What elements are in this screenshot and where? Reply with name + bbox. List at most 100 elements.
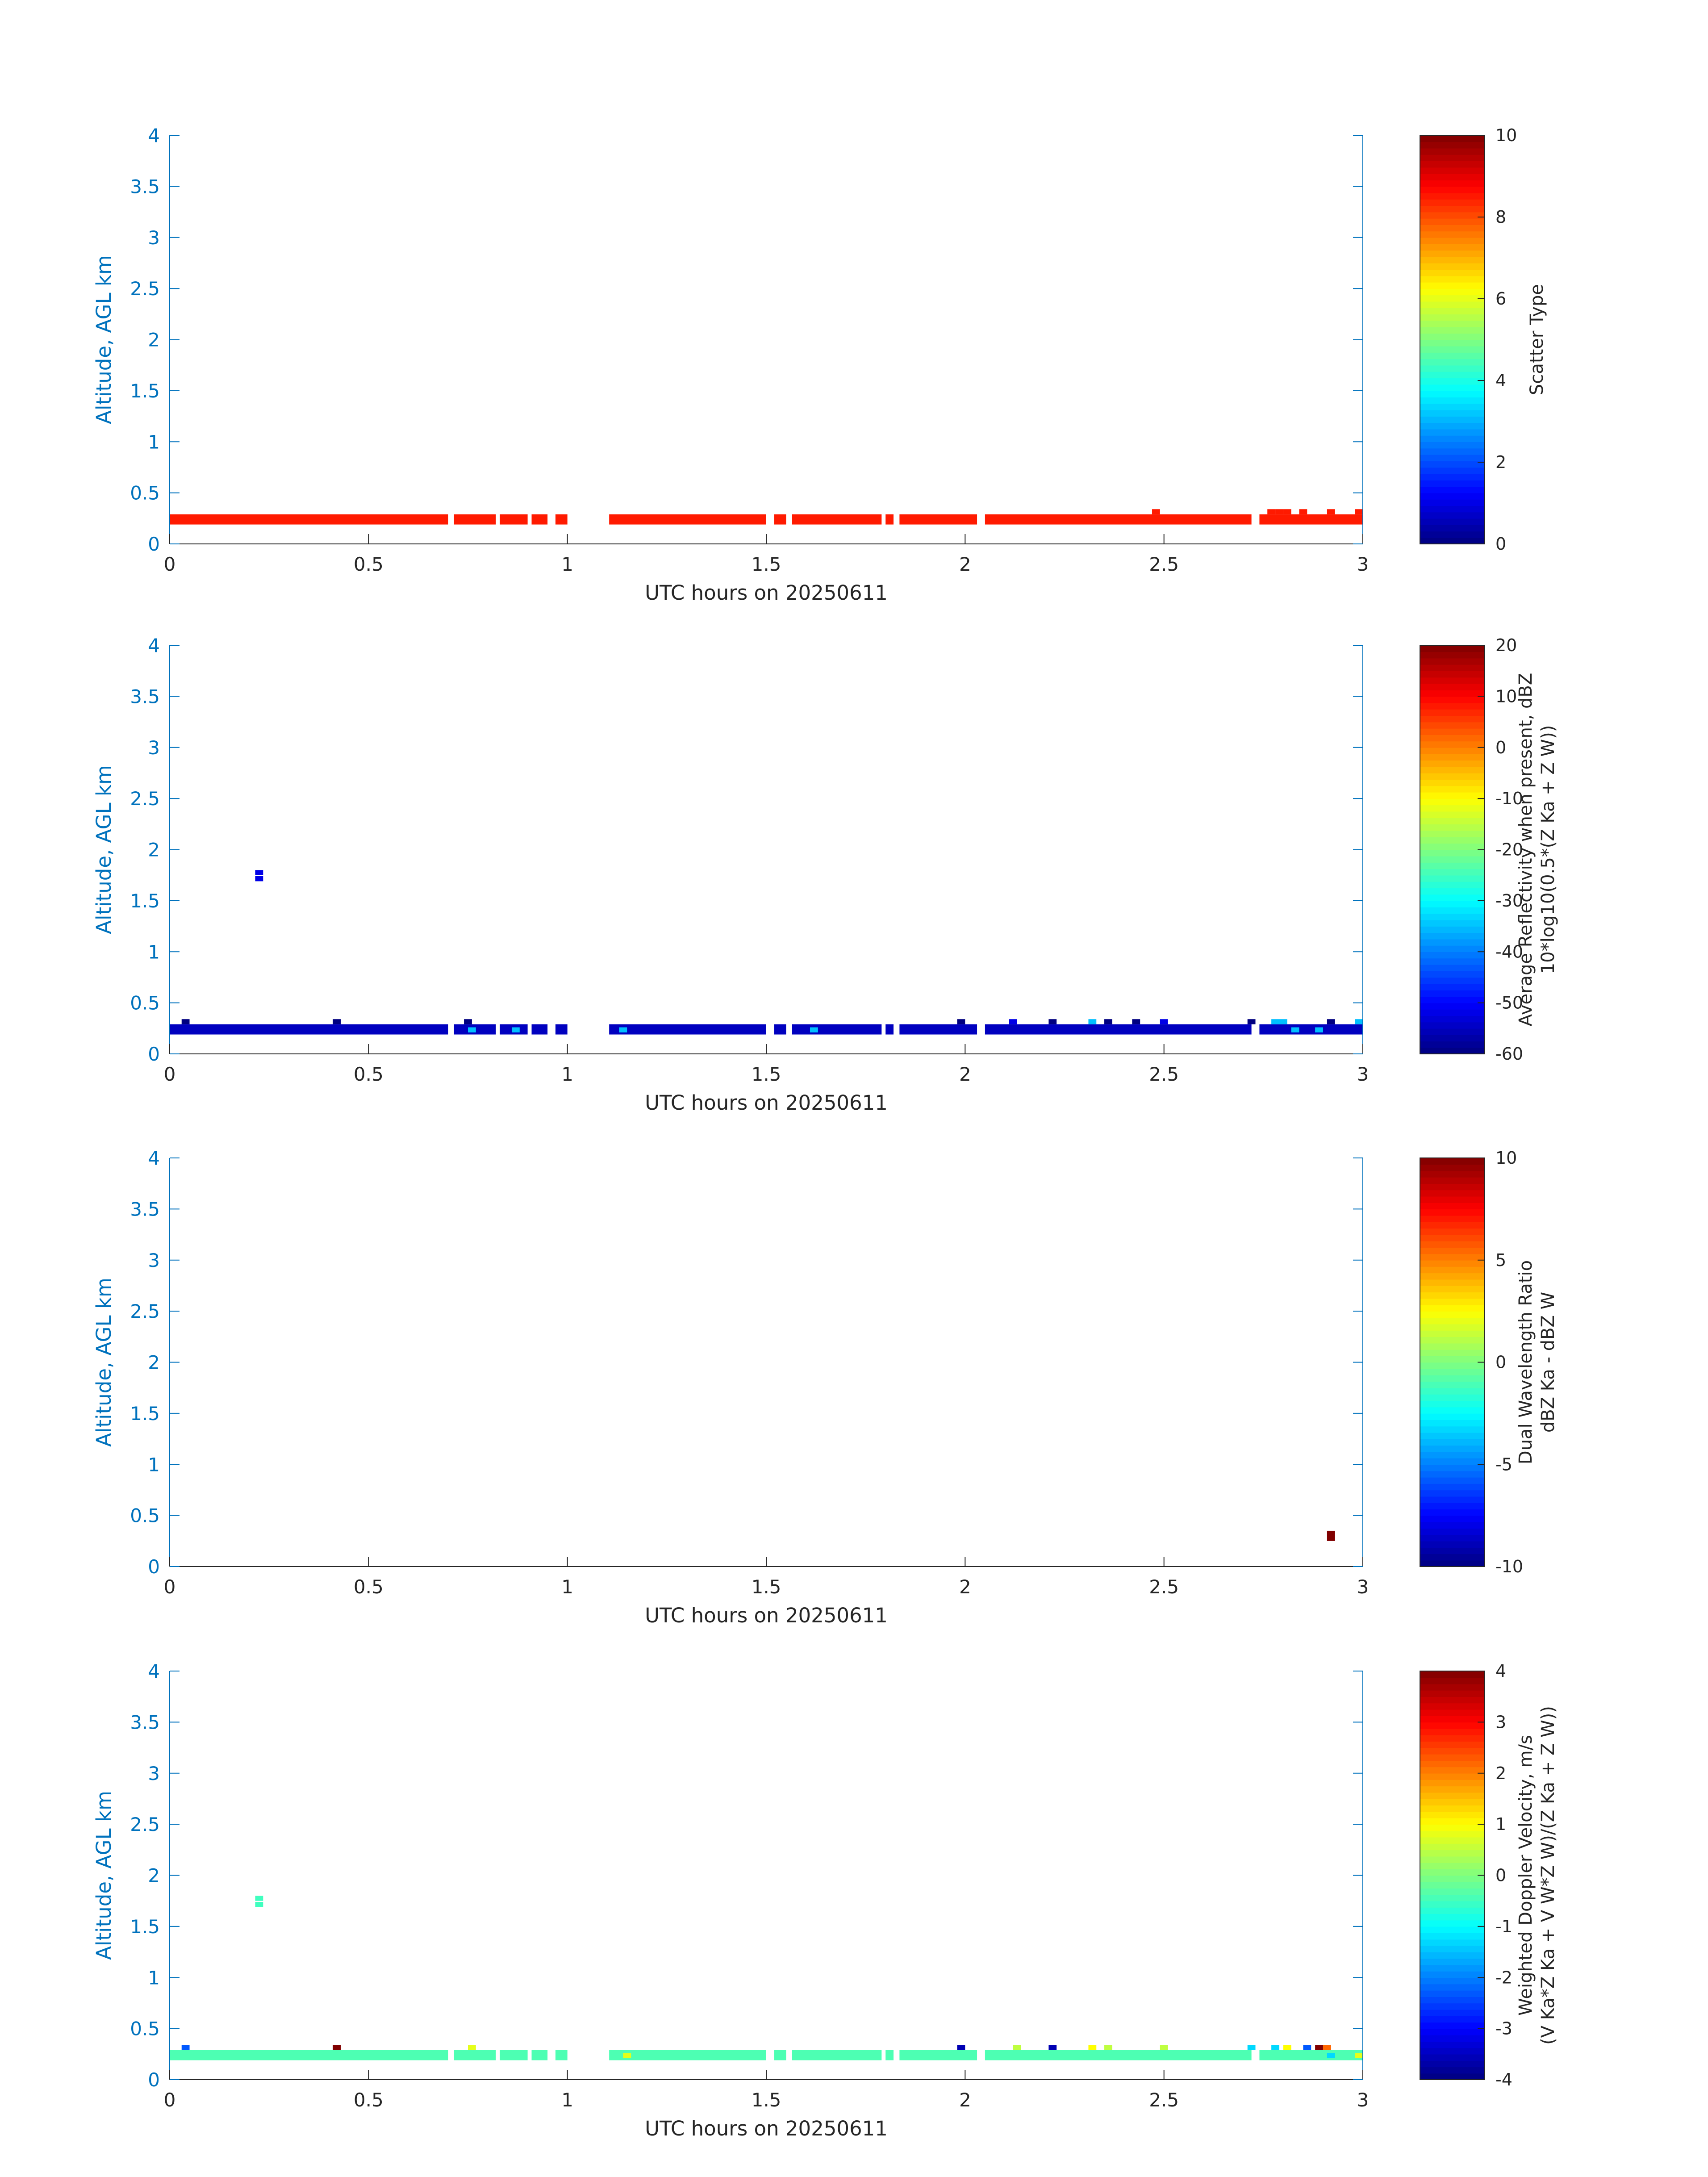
colorbar-swatch bbox=[1420, 1368, 1485, 1375]
data-band-segment bbox=[454, 2050, 496, 2060]
colorbar-swatch bbox=[1420, 1741, 1485, 1748]
data-cell bbox=[464, 1019, 472, 1024]
colorbar-swatch bbox=[1420, 1279, 1485, 1286]
y-tick-label: 1.5 bbox=[130, 890, 160, 912]
data-cell bbox=[1279, 1019, 1287, 1024]
data-cell bbox=[255, 876, 263, 882]
colorbar-swatch bbox=[1420, 486, 1485, 493]
colorbar-swatch bbox=[1420, 135, 1485, 142]
colorbar-swatch bbox=[1420, 715, 1485, 723]
data-cell bbox=[1327, 509, 1335, 514]
colorbar-swatch bbox=[1420, 990, 1485, 997]
colorbar-swatch bbox=[1420, 167, 1485, 174]
colorbar-swatch bbox=[1420, 1324, 1485, 1331]
colorbar-swatch bbox=[1420, 754, 1485, 761]
colorbar-swatch bbox=[1420, 658, 1485, 665]
colorbar-swatch bbox=[1420, 1311, 1485, 1318]
colorbar-swatch bbox=[1420, 690, 1485, 697]
colorbar-swatch bbox=[1420, 869, 1485, 876]
colorbar-swatch bbox=[1420, 1490, 1485, 1497]
colorbar-swatch bbox=[1420, 212, 1485, 219]
data-band-segment bbox=[555, 1024, 568, 1035]
x-tick-label: 0.5 bbox=[354, 1576, 384, 1598]
x-tick-label: 0 bbox=[164, 553, 176, 575]
data-cell bbox=[1009, 1019, 1017, 1024]
data-band-segment bbox=[454, 514, 496, 525]
data-cell bbox=[255, 870, 263, 875]
colorbar-swatch bbox=[1420, 1451, 1485, 1458]
colorbar-swatch bbox=[1420, 1260, 1485, 1267]
colorbar-tick-label: -40 bbox=[1495, 942, 1523, 961]
data-cell bbox=[1315, 1027, 1323, 1032]
y-tick-label: 0 bbox=[148, 2069, 160, 2091]
colorbar-swatch bbox=[1420, 1728, 1485, 1735]
colorbar-tick-label: -4 bbox=[1495, 2070, 1512, 2089]
colorbar-swatch bbox=[1420, 919, 1485, 927]
colorbar-swatch bbox=[1420, 1158, 1485, 1165]
colorbar-swatch bbox=[1420, 225, 1485, 232]
x-tick-label: 0.5 bbox=[354, 2089, 384, 2111]
colorbar-tick-label: -3 bbox=[1495, 2019, 1512, 2039]
colorbar-swatch bbox=[1420, 1703, 1485, 1710]
x-tick-label: 1 bbox=[561, 1063, 573, 1085]
colorbar-swatch bbox=[1420, 900, 1485, 907]
y-axis-label: Altitude, AGL km bbox=[92, 765, 116, 934]
data-cell bbox=[1271, 1019, 1279, 1024]
colorbar-swatch bbox=[1420, 1022, 1485, 1029]
colorbar-swatch bbox=[1420, 1177, 1485, 1184]
colorbar-swatch bbox=[1420, 1483, 1485, 1491]
colorbar-swatch bbox=[1420, 378, 1485, 385]
colorbar-swatch bbox=[1420, 1356, 1485, 1363]
colorbar-swatch bbox=[1420, 2060, 1485, 2068]
colorbar-swatch bbox=[1420, 1805, 1485, 1812]
data-band-segment bbox=[885, 514, 894, 525]
y-tick-label: 3.5 bbox=[130, 175, 160, 197]
colorbar-swatch bbox=[1420, 1164, 1485, 1171]
plot-area bbox=[170, 135, 1363, 544]
colorbar-swatch bbox=[1420, 154, 1485, 161]
y-tick-label: 3.5 bbox=[130, 1198, 160, 1220]
colorbar-swatch bbox=[1420, 365, 1485, 372]
y-tick-label: 0 bbox=[148, 1043, 160, 1065]
data-cell bbox=[1327, 1530, 1335, 1541]
data-cell bbox=[1088, 1019, 1097, 1024]
data-cell bbox=[957, 2045, 965, 2050]
data-cell bbox=[1355, 2053, 1363, 2058]
colorbar-tick-label: 2 bbox=[1495, 452, 1506, 472]
colorbar-swatch bbox=[1420, 1818, 1485, 1825]
x-tick-label: 3 bbox=[1357, 1063, 1369, 1085]
colorbar-tick-label: 6 bbox=[1495, 289, 1506, 309]
colorbar-swatch bbox=[1420, 1709, 1485, 1716]
colorbar-swatch bbox=[1420, 397, 1485, 404]
colorbar-swatch bbox=[1420, 1541, 1485, 1548]
colorbar-swatch bbox=[1420, 1458, 1485, 1465]
colorbar-swatch bbox=[1420, 1780, 1485, 1787]
colorbar-swatch bbox=[1420, 346, 1485, 353]
colorbar-swatch bbox=[1420, 1241, 1485, 1248]
y-tick-label: 2.5 bbox=[130, 788, 160, 810]
colorbar-tick-label: 20 bbox=[1495, 635, 1517, 655]
colorbar-swatch bbox=[1420, 1041, 1485, 1048]
x-tick-label: 3 bbox=[1357, 553, 1369, 575]
colorbar-swatch bbox=[1420, 1394, 1485, 1401]
y-tick-label: 0 bbox=[148, 1556, 160, 1578]
colorbar-swatch bbox=[1420, 1221, 1485, 1229]
colorbar-swatch bbox=[1420, 1547, 1485, 1554]
colorbar-swatch bbox=[1420, 1554, 1485, 1561]
colorbar-swatch bbox=[1420, 964, 1485, 971]
colorbar-tick-label: -2 bbox=[1495, 1968, 1512, 1987]
colorbar-tick-label: 3 bbox=[1495, 1712, 1506, 1732]
colorbar-swatch bbox=[1420, 856, 1485, 863]
colorbar-swatch bbox=[1420, 907, 1485, 914]
colorbar-swatch bbox=[1420, 1843, 1485, 1851]
colorbar-swatch bbox=[1420, 696, 1485, 703]
colorbar-tick-label: -30 bbox=[1495, 891, 1523, 911]
colorbar-swatch bbox=[1420, 702, 1485, 710]
plot-area bbox=[170, 1671, 1363, 2080]
colorbar-swatch bbox=[1420, 308, 1485, 315]
colorbar-swatch bbox=[1420, 926, 1485, 933]
colorbar-swatch bbox=[1420, 836, 1485, 844]
colorbar-swatch bbox=[1420, 1984, 1485, 1991]
colorbar-swatch bbox=[1420, 1047, 1485, 1054]
